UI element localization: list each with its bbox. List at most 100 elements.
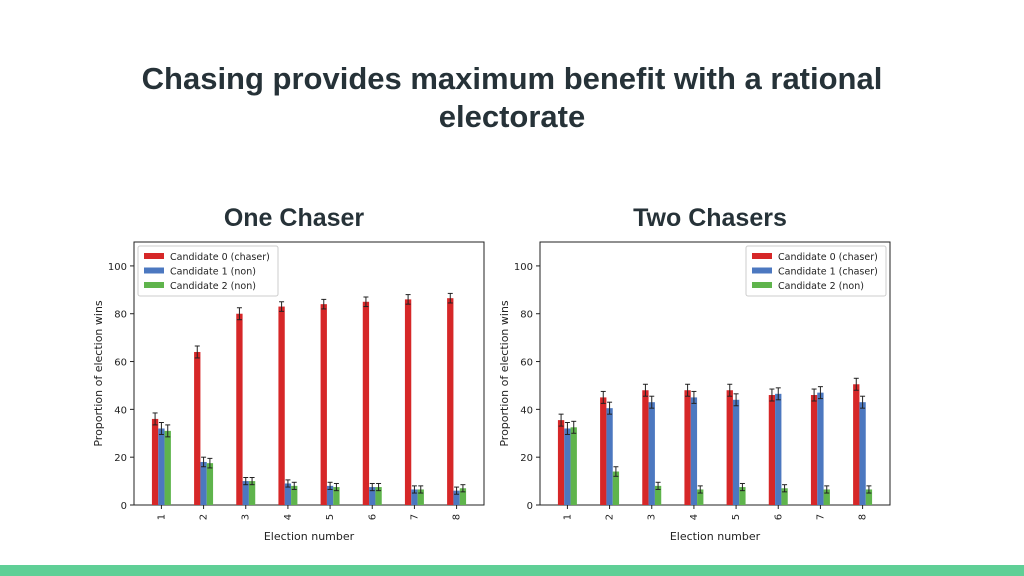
y-tick-label: 20 [520, 453, 533, 464]
bar [690, 397, 698, 505]
bar [320, 304, 327, 505]
x-tick-label: 3 [647, 514, 658, 520]
bar [739, 487, 746, 505]
y-tick-label: 40 [520, 405, 533, 416]
x-tick-label: 4 [689, 514, 700, 520]
slide-title-line-1: Chasing provides maximum benefit with a … [141, 61, 883, 96]
legend-entry: Candidate 2 (non) [778, 281, 864, 292]
legend-entry: Candidate 1 (non) [170, 267, 256, 278]
slide-title: Chasing provides maximum benefit with a … [100, 60, 924, 136]
plot-frame [133, 241, 485, 506]
bar [810, 395, 818, 505]
bar [278, 306, 285, 505]
bar [612, 471, 620, 505]
bar [242, 481, 249, 505]
y-axis-label: Proportion of election wins [498, 300, 511, 447]
y-tick-label: 80 [520, 310, 533, 321]
legend: Candidate 0 (chaser) Candidate 1 (chaser)… [745, 245, 887, 297]
bar [158, 428, 165, 505]
bar [684, 390, 691, 505]
bar [859, 402, 866, 505]
legend-swatch [752, 267, 772, 274]
bar [600, 397, 607, 505]
y-tick-label: 40 [114, 405, 127, 416]
x-axis-label: Election number [264, 530, 355, 543]
legend-swatch [144, 282, 164, 288]
x-tick-label: 2 [199, 514, 210, 520]
bar [151, 418, 159, 505]
bar [768, 395, 776, 505]
y-axis-label: Proportion of election wins [92, 300, 105, 447]
y-tick-label: 0 [527, 501, 533, 512]
bar [564, 428, 571, 505]
bar [200, 461, 207, 505]
legend-entry: Candidate 0 (chaser) [170, 252, 270, 263]
legend-entry: Candidate 2 (non) [170, 281, 256, 292]
y-tick-label: 100 [108, 262, 127, 273]
chart-title-two-chasers: Two Chasers [633, 204, 787, 232]
bar [404, 299, 412, 505]
bar [732, 399, 740, 505]
legend-swatch [144, 267, 164, 274]
bar [291, 485, 298, 505]
bar [284, 483, 292, 505]
bottom-accent-bar [0, 565, 1024, 576]
legend-swatch [752, 253, 772, 259]
bar [236, 313, 243, 505]
bar [447, 298, 454, 505]
slide-title-line-2: electorate [438, 99, 586, 134]
bar [417, 489, 424, 505]
bar [648, 402, 655, 505]
bar [333, 487, 340, 505]
bar [164, 430, 171, 505]
bar [557, 420, 565, 505]
legend-entry: Candidate 0 (chaser) [778, 252, 878, 263]
x-tick-label: 8 [858, 514, 869, 520]
x-tick-label: 8 [452, 514, 463, 520]
bar-chart-two-chasers: 0 20 40 60 80 100 1 2 3 4 5 6 7 8 Election number Propo… [498, 241, 891, 543]
legend: Candidate 0 (chaser) Candidate 1 (non) Can… [137, 245, 279, 297]
x-tick-label: 6 [773, 514, 784, 520]
bar [823, 489, 830, 505]
y-tick-label: 20 [114, 453, 127, 464]
y-tick-label: 0 [121, 501, 127, 512]
y-tick-label: 60 [114, 358, 127, 369]
bar [697, 489, 704, 505]
bar [453, 490, 460, 505]
bar [654, 485, 662, 505]
bar [194, 351, 201, 505]
legend-entry: Candidate 1 (chaser) [778, 267, 878, 278]
x-tick-label: 7 [409, 514, 420, 520]
x-tick-label: 2 [605, 514, 616, 520]
bar [206, 463, 214, 505]
x-tick-label: 1 [562, 514, 573, 520]
x-tick-label: 1 [156, 514, 167, 520]
bar [865, 489, 873, 505]
bar [606, 408, 613, 505]
bar [459, 488, 467, 505]
bar [853, 384, 860, 505]
bar [326, 485, 334, 505]
bar-chart-one-chaser: 0 20 40 60 80 100 1 2 3 4 5 6 7 8 Election number Propo… [92, 241, 485, 543]
legend-box [745, 245, 887, 297]
bar [726, 390, 733, 505]
bar [375, 487, 382, 505]
bar [781, 488, 788, 505]
bar [775, 393, 782, 505]
bar [642, 390, 649, 505]
x-tick-label: 4 [283, 514, 294, 520]
bar [248, 481, 256, 505]
bar [411, 489, 418, 505]
bar [369, 487, 376, 505]
x-tick-label: 5 [731, 514, 742, 520]
x-tick-label: 5 [325, 514, 336, 520]
x-tick-label: 7 [815, 514, 826, 520]
x-tick-label: 3 [241, 514, 252, 520]
legend-box [137, 245, 279, 297]
bar [817, 392, 824, 505]
chart-title-one-chaser: One Chaser [223, 204, 365, 232]
legend-swatch [144, 253, 164, 259]
x-axis-label: Election number [670, 530, 761, 543]
bar [570, 427, 577, 505]
y-tick-label: 80 [114, 310, 127, 321]
